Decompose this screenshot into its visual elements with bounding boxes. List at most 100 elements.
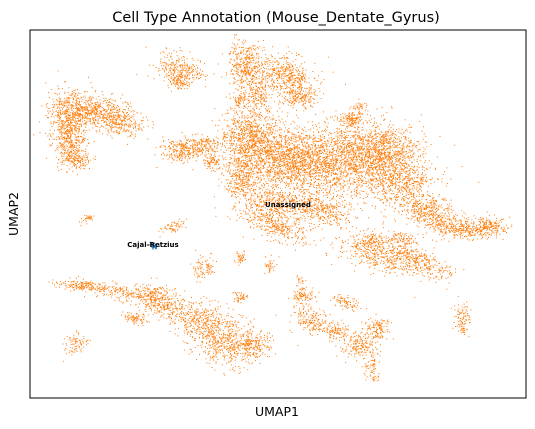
point-unassigned	[185, 70, 187, 72]
point-unassigned	[281, 86, 283, 87]
point-unassigned	[198, 73, 200, 75]
point-unassigned	[296, 55, 297, 57]
point-unassigned	[239, 52, 241, 53]
point-unassigned	[333, 167, 335, 168]
point-unassigned	[174, 71, 176, 73]
point-unassigned	[270, 127, 272, 128]
point-unassigned	[303, 102, 305, 104]
point-unassigned	[192, 69, 193, 71]
point-unassigned	[77, 161, 79, 163]
point-unassigned	[276, 77, 278, 79]
point-unassigned	[62, 159, 64, 161]
point-unassigned	[290, 163, 292, 165]
point-unassigned	[281, 118, 283, 120]
point-unassigned	[299, 65, 301, 67]
point-unassigned	[272, 60, 274, 62]
point-unassigned	[231, 145, 233, 147]
point-unassigned	[99, 112, 101, 114]
point-unassigned	[286, 70, 288, 72]
point-unassigned	[74, 142, 76, 143]
point-unassigned	[193, 79, 195, 81]
point-unassigned	[68, 117, 70, 119]
point-unassigned	[70, 155, 72, 157]
point-unassigned	[65, 119, 67, 121]
point-unassigned	[101, 126, 103, 127]
point-unassigned	[119, 124, 121, 126]
point-unassigned	[121, 120, 123, 122]
point-unassigned	[301, 99, 303, 101]
point-unassigned	[250, 130, 252, 132]
point-unassigned	[66, 101, 68, 103]
point-unassigned	[230, 133, 232, 135]
point-unassigned	[176, 80, 177, 82]
point-unassigned	[127, 136, 129, 138]
point-unassigned	[191, 145, 193, 147]
point-unassigned	[285, 170, 287, 172]
point-unassigned	[274, 69, 276, 71]
point-unassigned	[206, 139, 207, 141]
point-unassigned	[173, 83, 175, 85]
point-unassigned	[251, 122, 252, 124]
point-unassigned	[247, 55, 249, 57]
point-unassigned	[79, 108, 81, 110]
point-unassigned	[237, 140, 239, 141]
point-unassigned	[251, 79, 253, 81]
point-unassigned	[81, 159, 83, 160]
point-unassigned	[251, 129, 253, 131]
point-unassigned	[292, 96, 294, 98]
point-unassigned	[196, 156, 198, 158]
point-unassigned	[201, 152, 203, 154]
point-unassigned	[236, 166, 238, 168]
point-unassigned	[123, 127, 125, 129]
point-unassigned	[68, 132, 70, 134]
point-unassigned	[64, 91, 66, 93]
point-unassigned	[267, 185, 269, 187]
point-unassigned	[200, 148, 202, 150]
point-unassigned	[239, 138, 241, 139]
point-unassigned	[249, 175, 251, 177]
point-unassigned	[247, 49, 249, 51]
point-unassigned	[241, 165, 243, 167]
point-unassigned	[252, 133, 254, 135]
point-unassigned	[184, 135, 186, 137]
point-unassigned	[39, 132, 41, 134]
point-unassigned	[267, 142, 269, 144]
point-unassigned	[265, 144, 267, 146]
point-unassigned	[166, 69, 168, 71]
point-unassigned	[247, 187, 249, 189]
point-unassigned	[113, 123, 115, 124]
point-unassigned	[166, 54, 168, 56]
point-unassigned	[256, 141, 258, 142]
point-unassigned	[245, 59, 247, 61]
point-unassigned	[279, 101, 281, 103]
point-unassigned	[164, 145, 166, 147]
point-unassigned	[260, 99, 262, 100]
point-unassigned	[290, 69, 292, 71]
point-unassigned	[243, 108, 245, 109]
point-unassigned	[61, 120, 62, 122]
point-unassigned	[197, 155, 199, 157]
point-unassigned	[190, 71, 192, 73]
point-unassigned	[262, 149, 264, 151]
point-unassigned	[180, 69, 182, 71]
point-unassigned	[180, 81, 182, 83]
point-unassigned	[211, 157, 213, 159]
point-unassigned	[185, 142, 187, 144]
point-unassigned	[239, 169, 241, 171]
point-unassigned	[214, 171, 216, 172]
point-unassigned	[296, 77, 298, 79]
point-unassigned	[104, 109, 106, 111]
point-unassigned	[252, 132, 254, 134]
point-unassigned	[79, 153, 81, 155]
point-unassigned	[275, 161, 277, 163]
point-unassigned	[52, 104, 54, 106]
point-unassigned	[100, 116, 102, 118]
point-unassigned	[66, 126, 68, 128]
point-unassigned	[254, 136, 256, 138]
point-unassigned	[167, 158, 169, 160]
point-unassigned	[207, 150, 209, 152]
point-unassigned	[262, 167, 264, 169]
point-unassigned	[72, 117, 74, 119]
point-unassigned	[200, 140, 202, 141]
point-unassigned	[110, 135, 112, 137]
